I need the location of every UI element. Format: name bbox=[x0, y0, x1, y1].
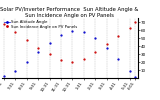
Title: Solar PV/Inverter Performance  Sun Altitude Angle & Sun Incidence Angle on PV Pa: Solar PV/Inverter Performance Sun Altitu… bbox=[0, 7, 139, 18]
Legend: Sun Altitude Angle, Sun Incidence Angle on PV Panels: Sun Altitude Angle, Sun Incidence Angle … bbox=[4, 20, 78, 29]
